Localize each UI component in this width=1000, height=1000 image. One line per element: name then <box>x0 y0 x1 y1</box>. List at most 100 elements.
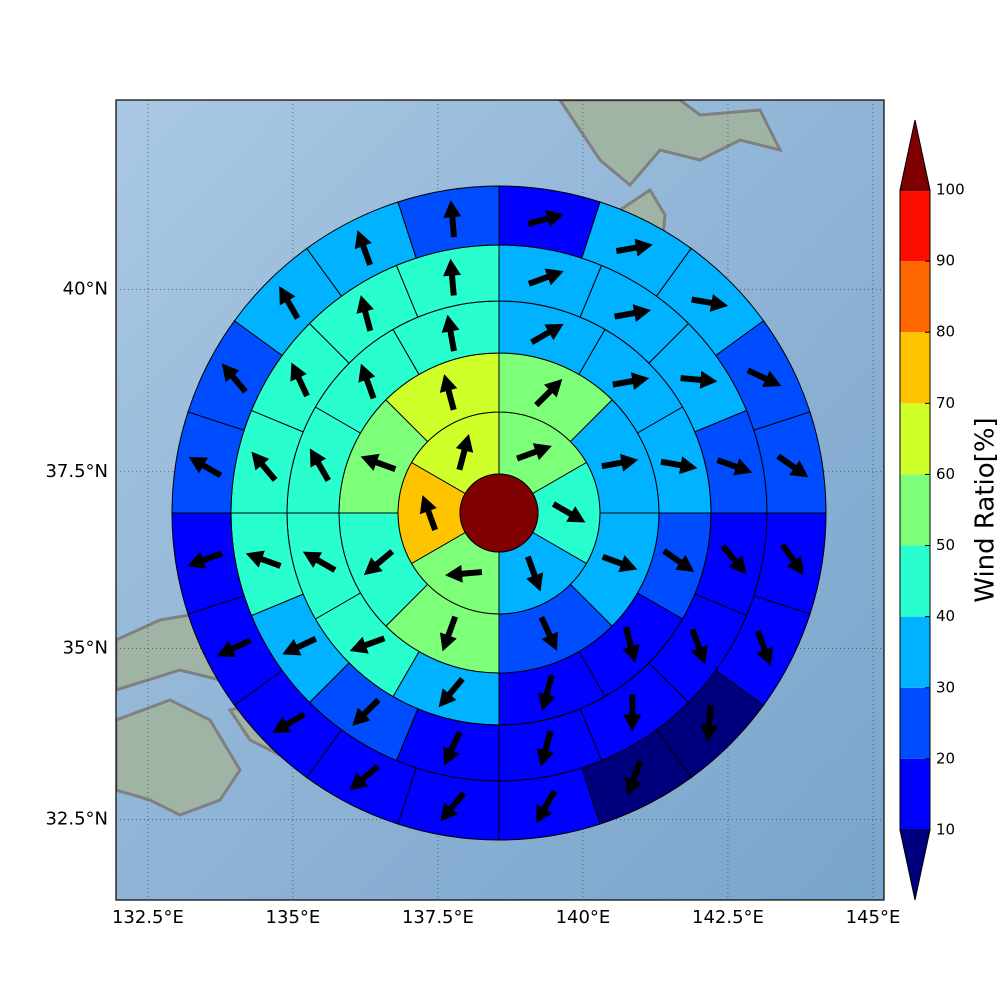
wind-arrow <box>443 730 463 766</box>
y-tick-label: 37.5°N <box>45 461 108 482</box>
wind-arrow <box>534 378 563 408</box>
x-tick-label: 140°E <box>556 907 611 928</box>
wind-arrow <box>439 615 459 652</box>
wind-arrow <box>776 453 809 478</box>
y-tick-label: 32.5°N <box>45 809 108 830</box>
colorbar-segment <box>900 687 930 759</box>
x-tick-label: 132.5°E <box>112 907 184 928</box>
colorbar-tick-label: 30 <box>936 678 955 696</box>
wind-arrow <box>282 636 318 656</box>
wind-arrow <box>443 200 462 238</box>
wind-arrow <box>216 637 252 658</box>
wind-arrow <box>660 456 698 475</box>
wind-arrow <box>352 697 381 726</box>
y-tick-label: 40°N <box>63 278 108 299</box>
colorbar-tick-label: 70 <box>936 394 955 412</box>
wind-arrow <box>356 295 374 332</box>
wind-arrow <box>302 551 337 573</box>
colorbar-tick-label: 60 <box>936 465 955 483</box>
colorbar-tick-label: 10 <box>936 821 955 839</box>
wind-arrow <box>221 363 248 394</box>
wind-arrow <box>689 628 708 665</box>
colorbar-segment <box>900 403 930 475</box>
wind-arrow <box>530 323 564 345</box>
wind-arrow <box>551 501 586 523</box>
wind-arrow <box>601 453 639 472</box>
x-tick-label: 145°E <box>846 907 901 928</box>
colorbar-tick-label: 100 <box>936 181 965 199</box>
wind-arrow <box>251 451 278 482</box>
wind-arrow <box>755 630 774 666</box>
wind-arrow <box>691 294 729 312</box>
wind-arrow <box>680 370 718 389</box>
wind-arrow <box>624 760 644 796</box>
x-tick-label: 135°E <box>266 907 321 928</box>
wind-arrow <box>623 694 642 732</box>
colorbar-tick-label: 90 <box>936 252 955 270</box>
wind-rose <box>171 185 827 841</box>
y-tick-label: 35°N <box>63 637 108 658</box>
wind-arrow <box>358 363 377 400</box>
wind-arrow <box>662 548 695 573</box>
wind-arrow <box>615 238 653 257</box>
wind-arrow <box>290 362 310 398</box>
colorbar-extend-high <box>899 119 931 191</box>
wind-arrow <box>188 456 223 479</box>
map-frame <box>115 99 885 901</box>
colorbar-tick-label: 80 <box>936 323 955 341</box>
wind-arrow <box>419 495 438 531</box>
colorbar-segment <box>900 261 930 333</box>
colorbar: 10 20 30 40 50 60 70 80 90 100 <box>899 119 965 901</box>
colorbar-segment <box>900 545 930 617</box>
wind-arrow <box>445 564 483 583</box>
wind-arrow <box>780 543 804 576</box>
colorbar-segment <box>900 758 930 830</box>
center-disc <box>459 473 539 553</box>
wind-arrow <box>309 448 331 482</box>
colorbar-extend-low <box>899 829 931 901</box>
wind-arrow <box>245 550 282 569</box>
wind-arrow <box>525 555 544 592</box>
colorbar-segment <box>900 474 930 546</box>
colorbar-tick-label: 50 <box>936 536 955 554</box>
x-tick-label: 137.5°E <box>402 907 474 928</box>
wind-arrow <box>527 209 564 228</box>
wind-arrow <box>601 553 638 573</box>
wind-arrow <box>538 615 558 651</box>
x-tick-label: 142.5°E <box>692 907 764 928</box>
wind-arrow <box>272 711 306 733</box>
wind-arrow <box>612 372 650 390</box>
wind-arrow <box>720 544 747 575</box>
wind-arrow <box>536 730 554 767</box>
wind-arrow <box>614 304 652 322</box>
wind-arrow <box>746 367 782 387</box>
wind-arrow <box>443 258 461 296</box>
wind-arrow <box>438 676 465 708</box>
wind-arrow <box>527 268 564 287</box>
wind-arrow <box>537 674 556 712</box>
wind-arrow <box>349 764 380 791</box>
colorbar-frame <box>899 189 931 831</box>
wind-arrow <box>349 635 386 654</box>
wind-arrow <box>716 457 753 476</box>
wind-arrow <box>440 791 467 822</box>
wind-arrow <box>279 286 301 320</box>
wind-arrow <box>516 443 552 462</box>
sector <box>397 185 500 259</box>
colorbar-segment <box>900 332 930 404</box>
colorbar-label: Wind Ratio[%] <box>971 417 1000 602</box>
wind-arrow <box>441 314 460 352</box>
wind-arrow <box>439 374 458 411</box>
wind-arrow <box>622 626 640 663</box>
wind-arrow <box>354 230 373 266</box>
wind-arrow <box>455 434 474 471</box>
wind-arrow <box>536 789 558 824</box>
colorbar-tick-label: 40 <box>936 607 955 625</box>
wind-arrow <box>363 549 395 576</box>
colorbar-tick-label: 20 <box>936 749 955 767</box>
wind-arrow <box>700 705 719 743</box>
colorbar-segment <box>900 190 930 262</box>
wind-arrow <box>360 453 397 473</box>
colorbar-segment <box>900 616 930 688</box>
